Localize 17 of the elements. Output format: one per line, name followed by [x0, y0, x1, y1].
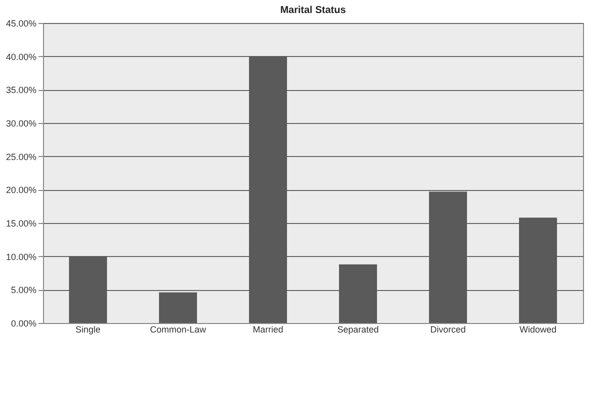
y-tick-label: 30.00% — [6, 118, 36, 128]
x-tick-label: Married — [252, 324, 284, 334]
y-tick-label: 20.00% — [6, 185, 36, 196]
x-tick-label: Widowed — [519, 324, 557, 334]
y-tick-label: 10.00% — [6, 252, 36, 262]
y-tick-label: 5.00% — [10, 285, 36, 296]
x-tick-label: Common-Law — [150, 324, 206, 334]
y-tick-label: 0.00% — [10, 318, 36, 328]
y-tick-label: 25.00% — [6, 152, 36, 162]
y-tick-label: 45.00% — [6, 18, 36, 28]
y-tick-label: 40.00% — [6, 52, 36, 62]
y-tick-label: 15.00% — [6, 218, 36, 228]
x-tick-label: Separated — [337, 324, 379, 334]
x-tick-label: Divorced — [430, 324, 466, 334]
x-tick-label: Single — [75, 324, 101, 334]
chart-title: Marital Status — [280, 5, 346, 16]
y-tick-label: 35.00% — [6, 85, 36, 96]
